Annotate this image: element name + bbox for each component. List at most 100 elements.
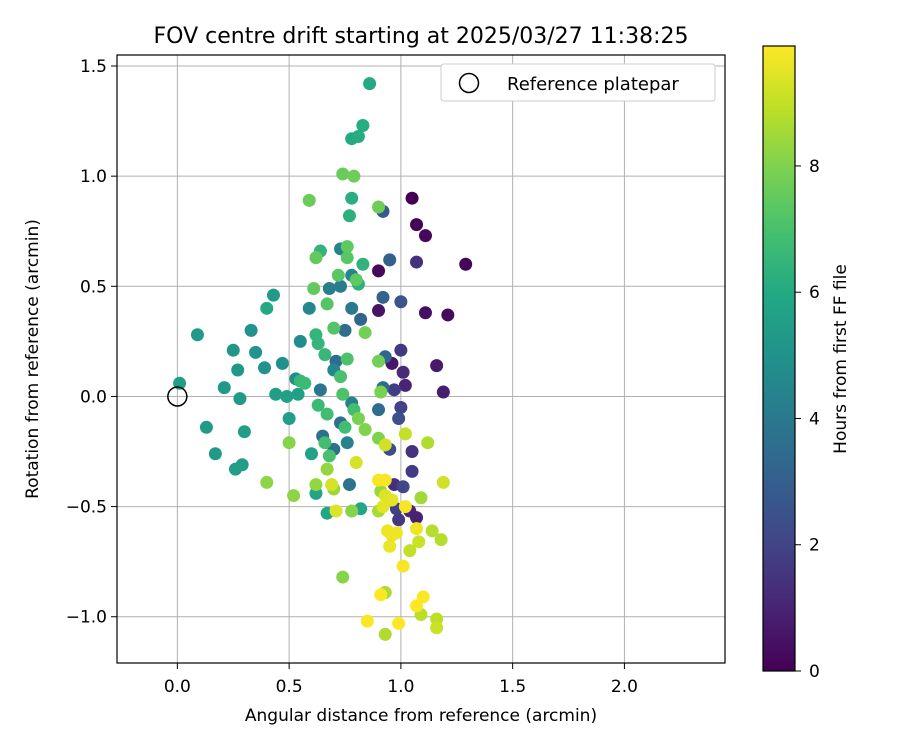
data-point	[349, 456, 363, 470]
y-tick-label: 1.0	[80, 167, 107, 187]
data-point	[275, 356, 289, 370]
data-point	[398, 427, 412, 441]
data-point	[396, 480, 410, 494]
x-tick-label: 0.5	[276, 677, 303, 697]
data-point	[351, 130, 365, 144]
x-axis-ticks: 0.0 0.5 1.0 1.5 2.0	[164, 663, 638, 697]
data-point	[311, 398, 325, 412]
data-point	[405, 464, 419, 478]
data-point	[349, 273, 363, 287]
data-point	[405, 445, 419, 459]
data-point	[347, 169, 361, 183]
plot-frame	[116, 54, 726, 664]
data-point	[340, 436, 354, 450]
data-point	[336, 167, 350, 181]
data-point	[298, 376, 312, 390]
colorbar-ticks: 0 2 4 6 8	[795, 157, 820, 682]
colorbar-tick-label: 6	[809, 283, 820, 303]
data-point	[398, 500, 412, 514]
y-tick-label: 0.0	[80, 387, 107, 407]
data-point	[309, 478, 323, 492]
data-point	[392, 411, 406, 425]
data-point	[258, 361, 272, 375]
y-tick-label: −0.5	[66, 498, 107, 518]
data-point	[441, 308, 455, 322]
data-point	[345, 301, 359, 315]
data-point	[372, 403, 386, 417]
data-point	[418, 229, 432, 243]
data-point	[282, 411, 296, 425]
data-point	[226, 343, 240, 357]
data-point	[403, 544, 417, 558]
data-point	[363, 77, 377, 91]
legend-marker	[458, 72, 480, 94]
data-point	[325, 478, 339, 492]
data-point	[331, 268, 345, 282]
data-point	[394, 295, 408, 309]
data-point	[329, 504, 343, 518]
data-point	[320, 407, 334, 421]
data-point	[459, 257, 473, 271]
legend-box	[440, 63, 716, 102]
x-tick-label: 2.0	[611, 677, 638, 697]
data-point	[436, 475, 450, 489]
data-point	[412, 535, 426, 549]
data-point	[237, 425, 251, 439]
data-point	[260, 475, 274, 489]
data-point	[374, 385, 388, 399]
data-point	[334, 370, 348, 384]
data-point	[318, 348, 332, 362]
x-tick-label: 1.0	[387, 677, 414, 697]
data-point	[291, 387, 305, 401]
data-point	[396, 365, 410, 379]
data-point	[410, 522, 424, 536]
x-axis-label: Angular distance from reference (arcmin)	[245, 706, 597, 726]
y-tick-label: −1.0	[66, 608, 107, 628]
data-point	[394, 343, 408, 357]
data-point	[342, 209, 356, 223]
data-point	[340, 352, 354, 366]
data-point	[280, 389, 294, 403]
data-point	[217, 381, 231, 395]
colorbar-tick-label: 0	[809, 662, 820, 682]
data-point	[320, 462, 334, 476]
data-point	[322, 282, 336, 296]
data-point	[410, 599, 424, 613]
y-axis-label: Rotation from reference (arcmin)	[23, 219, 43, 499]
data-point	[302, 193, 316, 207]
data-point	[380, 524, 394, 538]
data-point	[320, 297, 334, 311]
colorbar-label: Hours from first FF file	[831, 264, 851, 454]
data-point	[376, 290, 390, 304]
data-point	[360, 614, 374, 628]
data-point	[266, 288, 280, 302]
data-point	[304, 447, 318, 461]
data-point	[260, 301, 274, 315]
data-point	[311, 337, 325, 351]
data-point	[351, 411, 365, 425]
data-point	[410, 218, 424, 232]
data-point	[372, 200, 386, 214]
data-point	[430, 621, 444, 635]
data-point	[345, 191, 359, 205]
data-point	[425, 524, 439, 538]
data-point	[313, 383, 327, 397]
data-point	[249, 345, 263, 359]
data-point	[383, 539, 397, 553]
data-point	[392, 616, 406, 630]
data-point	[208, 447, 222, 461]
data-point	[302, 301, 316, 315]
data-point	[372, 264, 386, 278]
data-point	[410, 255, 424, 269]
data-point	[354, 312, 368, 326]
data-point	[358, 422, 372, 436]
y-tick-label: 1.5	[80, 57, 107, 77]
data-point	[356, 118, 370, 132]
data-point	[199, 420, 213, 434]
data-point	[338, 420, 352, 434]
data-point	[385, 493, 399, 507]
data-point	[418, 306, 432, 320]
data-point	[376, 500, 390, 514]
data-point	[436, 385, 450, 399]
